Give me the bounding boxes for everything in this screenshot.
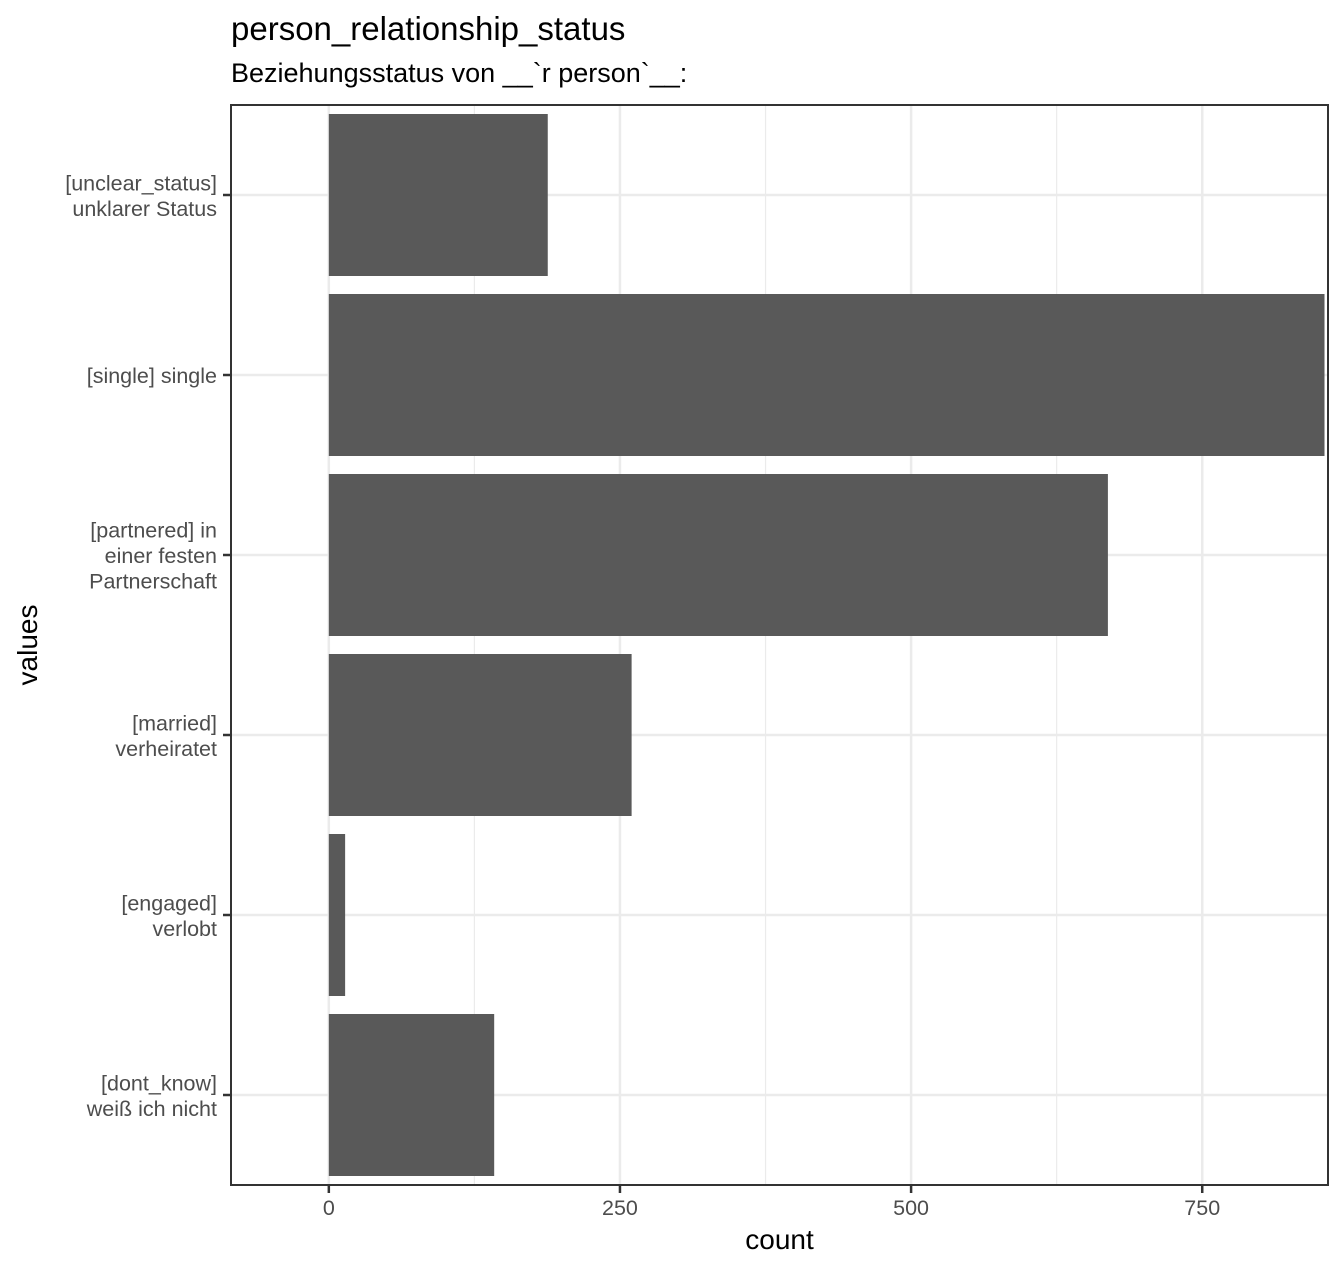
bar: [328, 654, 632, 816]
bar: [328, 1014, 495, 1176]
y-tick-label: weiß ich nicht: [86, 1097, 217, 1121]
y-tick-label: Partnerschaft: [89, 570, 217, 594]
chart-title: person_relationship_status: [231, 10, 626, 47]
y-tick-label: unklarer Status: [72, 197, 217, 221]
panel-border: [230, 104, 1329, 1186]
y-tick-label: einer festen: [105, 544, 217, 568]
bar: [328, 294, 1325, 456]
y-tick-label: verheiratet: [115, 737, 217, 761]
y-tick-label: [married]: [132, 711, 217, 735]
y-tick-label: [unclear_status]: [65, 171, 217, 195]
bar: [328, 834, 346, 996]
x-tick-label: 750: [1184, 1196, 1220, 1220]
x-axis-title: count: [745, 1224, 814, 1255]
x-tick-label: 0: [323, 1196, 335, 1220]
y-tick-label: [engaged]: [121, 891, 217, 915]
y-tick-label: [single] single: [87, 364, 217, 388]
bar: [328, 114, 548, 276]
x-tick-label: 500: [893, 1196, 929, 1220]
chart-subtitle: Beziehungsstatus von __`r person`__:: [231, 58, 688, 88]
y-tick-label: verlobt: [152, 917, 217, 941]
y-axis-title: values: [12, 605, 43, 686]
panel-background: [231, 105, 1328, 1185]
y-tick-label: [dont_know]: [101, 1071, 217, 1095]
y-tick-label: [partnered] in: [90, 519, 217, 543]
bar: [328, 474, 1108, 636]
x-tick-label: 250: [602, 1196, 638, 1220]
